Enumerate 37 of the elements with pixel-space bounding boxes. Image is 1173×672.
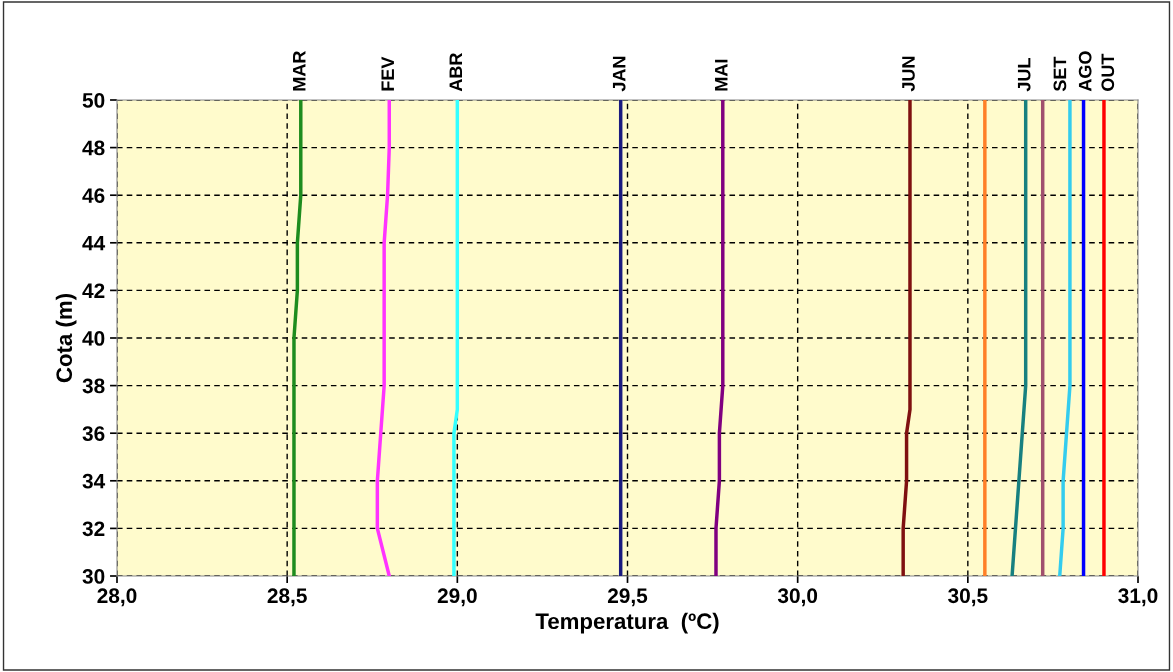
text: JUN xyxy=(902,56,915,92)
y-tick-label: 36 xyxy=(82,426,105,441)
x-tick-label: 31,0 xyxy=(1118,588,1158,607)
x-tick-label: 30,0 xyxy=(777,588,818,607)
line-series xyxy=(1057,100,1072,576)
text: OUT xyxy=(1101,53,1115,91)
y-tick-label: 30 xyxy=(82,569,105,584)
line-series xyxy=(901,100,912,576)
y-axis-title: Cota (m) xyxy=(55,294,77,383)
text: JUL xyxy=(1017,58,1031,92)
y-tick-label: 40 xyxy=(82,331,105,346)
line-series xyxy=(1010,100,1028,576)
x-tick-label: 28,0 xyxy=(97,588,137,607)
y-tick-label: 38 xyxy=(82,378,105,394)
y-tick-label: 48 xyxy=(82,140,105,156)
x-tick-label: 29,0 xyxy=(437,588,477,607)
line-series xyxy=(452,100,460,576)
y-tick-label: 32 xyxy=(82,521,105,537)
y-tick-label: 42 xyxy=(82,283,105,298)
text: FEV xyxy=(381,56,394,91)
line-series xyxy=(292,100,303,576)
y-tick-label: 46 xyxy=(82,188,105,203)
text: MAI xyxy=(715,59,728,91)
y-tick-label: 44 xyxy=(82,236,106,251)
text: ABR xyxy=(449,52,462,92)
x-axis-title: Temperatura (ºC) xyxy=(535,612,719,634)
x-tick-label: 30,5 xyxy=(948,588,988,607)
x-tick-label: 29,5 xyxy=(607,588,648,607)
y-tick-label: 50 xyxy=(82,93,105,108)
line-series xyxy=(375,100,392,576)
text: SET xyxy=(1053,56,1067,92)
y-tick-label: 34 xyxy=(82,473,106,489)
x-tick-label: 28,5 xyxy=(267,588,307,607)
text: AGO xyxy=(1078,51,1092,92)
line-series xyxy=(714,100,725,576)
text: MAR xyxy=(293,50,306,91)
text: JAN xyxy=(612,56,626,92)
